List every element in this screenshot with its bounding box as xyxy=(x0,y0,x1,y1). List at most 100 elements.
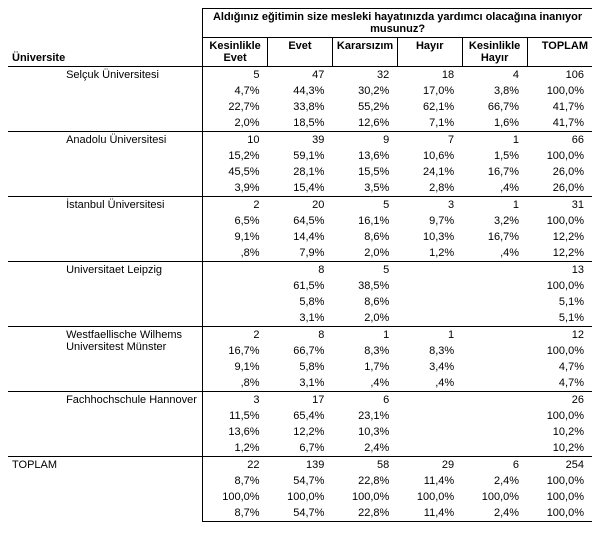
table-cell: 16,7% xyxy=(462,164,527,180)
table-cell: 12 xyxy=(527,327,592,344)
table-cell: 6,7% xyxy=(268,440,333,457)
table-cell: 100,0% xyxy=(203,489,268,505)
university-label: Selçuk Üniversitesi xyxy=(62,67,203,132)
table-cell: 8,3% xyxy=(332,343,397,359)
table-cell: 1,2% xyxy=(203,440,268,457)
table-cell: 100,0% xyxy=(268,489,333,505)
table-cell: 66 xyxy=(527,132,592,149)
header-col-5: TOPLAM xyxy=(527,38,592,67)
table-cell: 16,1% xyxy=(332,213,397,229)
table-cell: 54,7% xyxy=(268,473,333,489)
table-row: Selçuk Üniversitesi54732184106 xyxy=(8,67,592,84)
table-cell: 3,2% xyxy=(462,213,527,229)
table-cell: 44,3% xyxy=(268,83,333,99)
table-cell: 20 xyxy=(268,197,333,214)
table-cell xyxy=(462,262,527,279)
table-cell xyxy=(203,310,268,327)
table-cell: 10,3% xyxy=(397,229,462,245)
table-cell: ,4% xyxy=(397,375,462,392)
table-cell: 254 xyxy=(527,457,592,474)
table-cell: 29 xyxy=(397,457,462,474)
table-cell xyxy=(462,278,527,294)
table-cell: 26,0% xyxy=(527,164,592,180)
table-cell: ,4% xyxy=(332,375,397,392)
table-cell: 3,1% xyxy=(268,375,333,392)
table-cell: 45,5% xyxy=(203,164,268,180)
table-cell: 1,7% xyxy=(332,359,397,375)
table-cell: 22,7% xyxy=(203,99,268,115)
table-cell: 100,0% xyxy=(527,213,592,229)
table-cell: 4,7% xyxy=(527,359,592,375)
table-cell: 16,7% xyxy=(203,343,268,359)
table-cell: 12,2% xyxy=(527,229,592,245)
header-col-0: Kesinlikle Evet xyxy=(203,38,268,67)
table-cell xyxy=(462,310,527,327)
table-cell xyxy=(462,440,527,457)
table-cell: 66,7% xyxy=(462,99,527,115)
header-col-4: Kesinlikle Hayır xyxy=(462,38,527,67)
table-cell: 16,7% xyxy=(462,229,527,245)
table-cell: 6,5% xyxy=(203,213,268,229)
table-cell: 13,6% xyxy=(203,424,268,440)
table-cell xyxy=(462,408,527,424)
table-cell: 7,1% xyxy=(397,115,462,132)
table-cell: 65,4% xyxy=(268,408,333,424)
table-cell xyxy=(462,375,527,392)
table-cell: 64,5% xyxy=(268,213,333,229)
table-cell: 4,7% xyxy=(527,375,592,392)
grand-total-label: TOPLAM xyxy=(8,457,203,522)
table-row: Universitaet Leipzig8513 xyxy=(8,262,592,279)
table-cell: 33,8% xyxy=(268,99,333,115)
table-cell: 23,1% xyxy=(332,408,397,424)
table-cell: 2 xyxy=(203,197,268,214)
table-cell: 100,0% xyxy=(462,489,527,505)
table-cell: 13 xyxy=(527,262,592,279)
table-cell: 100,0% xyxy=(527,408,592,424)
table-cell: 24,1% xyxy=(397,164,462,180)
table-cell: 30,2% xyxy=(332,83,397,99)
table-cell: 6 xyxy=(462,457,527,474)
table-cell: 5,1% xyxy=(527,310,592,327)
table-cell: 100,0% xyxy=(527,343,592,359)
table-cell: 14,4% xyxy=(268,229,333,245)
table-cell: 3,5% xyxy=(332,180,397,197)
table-cell xyxy=(397,424,462,440)
table-cell: 8 xyxy=(268,262,333,279)
table-cell xyxy=(397,262,462,279)
table-cell: 6 xyxy=(332,392,397,409)
table-cell: 10 xyxy=(203,132,268,149)
table-cell: 9,7% xyxy=(397,213,462,229)
table-cell: 11,4% xyxy=(397,473,462,489)
table-cell: 22 xyxy=(203,457,268,474)
table-cell: 1,5% xyxy=(462,148,527,164)
table-cell: 10,2% xyxy=(527,424,592,440)
table-cell: 66,7% xyxy=(268,343,333,359)
table-cell: 100,0% xyxy=(527,278,592,294)
table-row: TOPLAM2213958296254 xyxy=(8,457,592,474)
table-cell: 15,2% xyxy=(203,148,268,164)
table-cell: 2,0% xyxy=(332,245,397,262)
table-cell: 39 xyxy=(268,132,333,149)
group-spacer xyxy=(8,327,62,392)
table-cell xyxy=(462,327,527,344)
table-cell: 3 xyxy=(397,197,462,214)
table-cell: 12,2% xyxy=(268,424,333,440)
table-cell: 41,7% xyxy=(527,99,592,115)
table-cell: 26,0% xyxy=(527,180,592,197)
table-cell: 13,6% xyxy=(332,148,397,164)
table-cell: 17 xyxy=(268,392,333,409)
table-cell xyxy=(203,278,268,294)
table-cell: 26 xyxy=(527,392,592,409)
table-cell: 15,4% xyxy=(268,180,333,197)
header-question: Aldığınız eğitimin size mesleki hayatını… xyxy=(203,9,592,38)
table-cell: 10,2% xyxy=(527,440,592,457)
table-cell: 8,3% xyxy=(397,343,462,359)
university-label: Fachhochschule Hannover xyxy=(62,392,203,457)
table-cell xyxy=(203,262,268,279)
table-cell: 5 xyxy=(203,67,268,84)
group-spacer xyxy=(8,67,62,132)
group-spacer xyxy=(8,392,62,457)
table-cell: 22,8% xyxy=(332,473,397,489)
table-cell: 8,7% xyxy=(203,505,268,522)
table-cell: 100,0% xyxy=(527,505,592,522)
